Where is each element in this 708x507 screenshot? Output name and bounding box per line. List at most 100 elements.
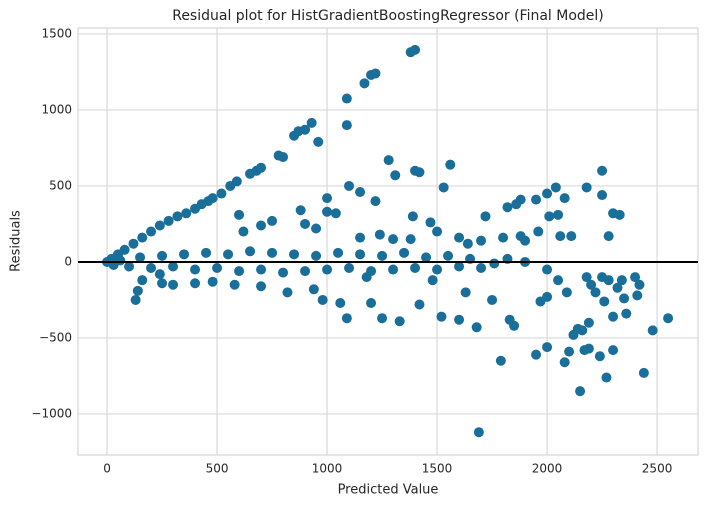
point — [313, 136, 324, 147]
point — [498, 232, 509, 243]
point — [163, 215, 174, 226]
point — [289, 130, 300, 141]
point — [256, 281, 267, 292]
point — [295, 205, 306, 216]
x-tick-label: 2000 — [532, 462, 563, 476]
point — [410, 165, 421, 176]
point — [344, 263, 355, 274]
point — [407, 211, 418, 222]
point — [374, 229, 385, 240]
point — [531, 349, 542, 360]
point — [495, 355, 506, 366]
point — [300, 218, 311, 229]
point — [553, 275, 564, 286]
point — [190, 203, 201, 214]
point — [619, 293, 630, 304]
point — [383, 155, 394, 166]
point — [394, 316, 405, 327]
point — [390, 170, 401, 181]
point — [583, 343, 594, 354]
point — [377, 250, 388, 261]
point — [559, 193, 570, 204]
point — [601, 372, 612, 383]
point — [581, 182, 592, 193]
point — [335, 297, 346, 308]
point — [137, 232, 148, 243]
point — [476, 263, 487, 274]
point — [273, 150, 284, 161]
point — [341, 93, 352, 104]
point — [157, 250, 168, 261]
point — [238, 226, 249, 237]
point — [322, 193, 333, 204]
point — [612, 282, 623, 293]
point — [154, 269, 165, 280]
point — [115, 255, 126, 266]
point — [581, 272, 592, 283]
point — [256, 220, 267, 231]
point — [603, 231, 614, 242]
point — [146, 226, 157, 237]
point — [216, 188, 227, 199]
point — [454, 261, 465, 272]
point — [421, 252, 432, 263]
point — [504, 314, 515, 325]
point — [590, 287, 601, 298]
point — [427, 275, 438, 286]
point — [410, 263, 421, 274]
point — [566, 231, 577, 242]
point — [632, 290, 643, 301]
point — [511, 199, 522, 210]
point — [647, 325, 658, 336]
point — [473, 427, 484, 438]
point — [256, 162, 267, 173]
point — [443, 250, 454, 261]
point — [597, 190, 608, 201]
point — [229, 279, 240, 290]
point — [289, 249, 300, 260]
point — [366, 297, 377, 308]
point — [542, 188, 553, 199]
point — [542, 342, 553, 353]
point — [502, 202, 513, 213]
x-tick-label: 0 — [103, 462, 111, 476]
point — [586, 279, 597, 290]
y-tick-label: 500 — [49, 178, 72, 192]
point — [154, 220, 165, 231]
point — [405, 234, 416, 245]
point — [300, 266, 311, 277]
point — [388, 264, 399, 275]
point — [245, 168, 256, 179]
point — [531, 194, 542, 205]
point — [621, 308, 632, 319]
point — [460, 287, 471, 298]
point — [190, 278, 201, 289]
point — [454, 232, 465, 243]
point — [544, 211, 555, 222]
point — [135, 252, 146, 263]
y-tick-label: −1000 — [31, 406, 72, 420]
y-tick-label: 1000 — [41, 102, 72, 116]
point — [157, 278, 168, 289]
point — [432, 264, 443, 275]
point — [583, 317, 594, 328]
point — [555, 231, 566, 242]
point — [476, 235, 487, 246]
point — [638, 367, 649, 378]
point — [480, 211, 491, 222]
point — [663, 313, 674, 324]
point — [359, 78, 370, 89]
point — [559, 357, 570, 368]
point — [168, 279, 179, 290]
point — [311, 223, 322, 234]
point — [355, 187, 366, 198]
y-axis-label: Residuals — [9, 210, 24, 272]
point — [355, 232, 366, 243]
point — [572, 323, 583, 334]
point — [535, 296, 546, 307]
point — [599, 296, 610, 307]
point — [454, 314, 465, 325]
point — [355, 249, 366, 260]
point — [487, 294, 498, 305]
